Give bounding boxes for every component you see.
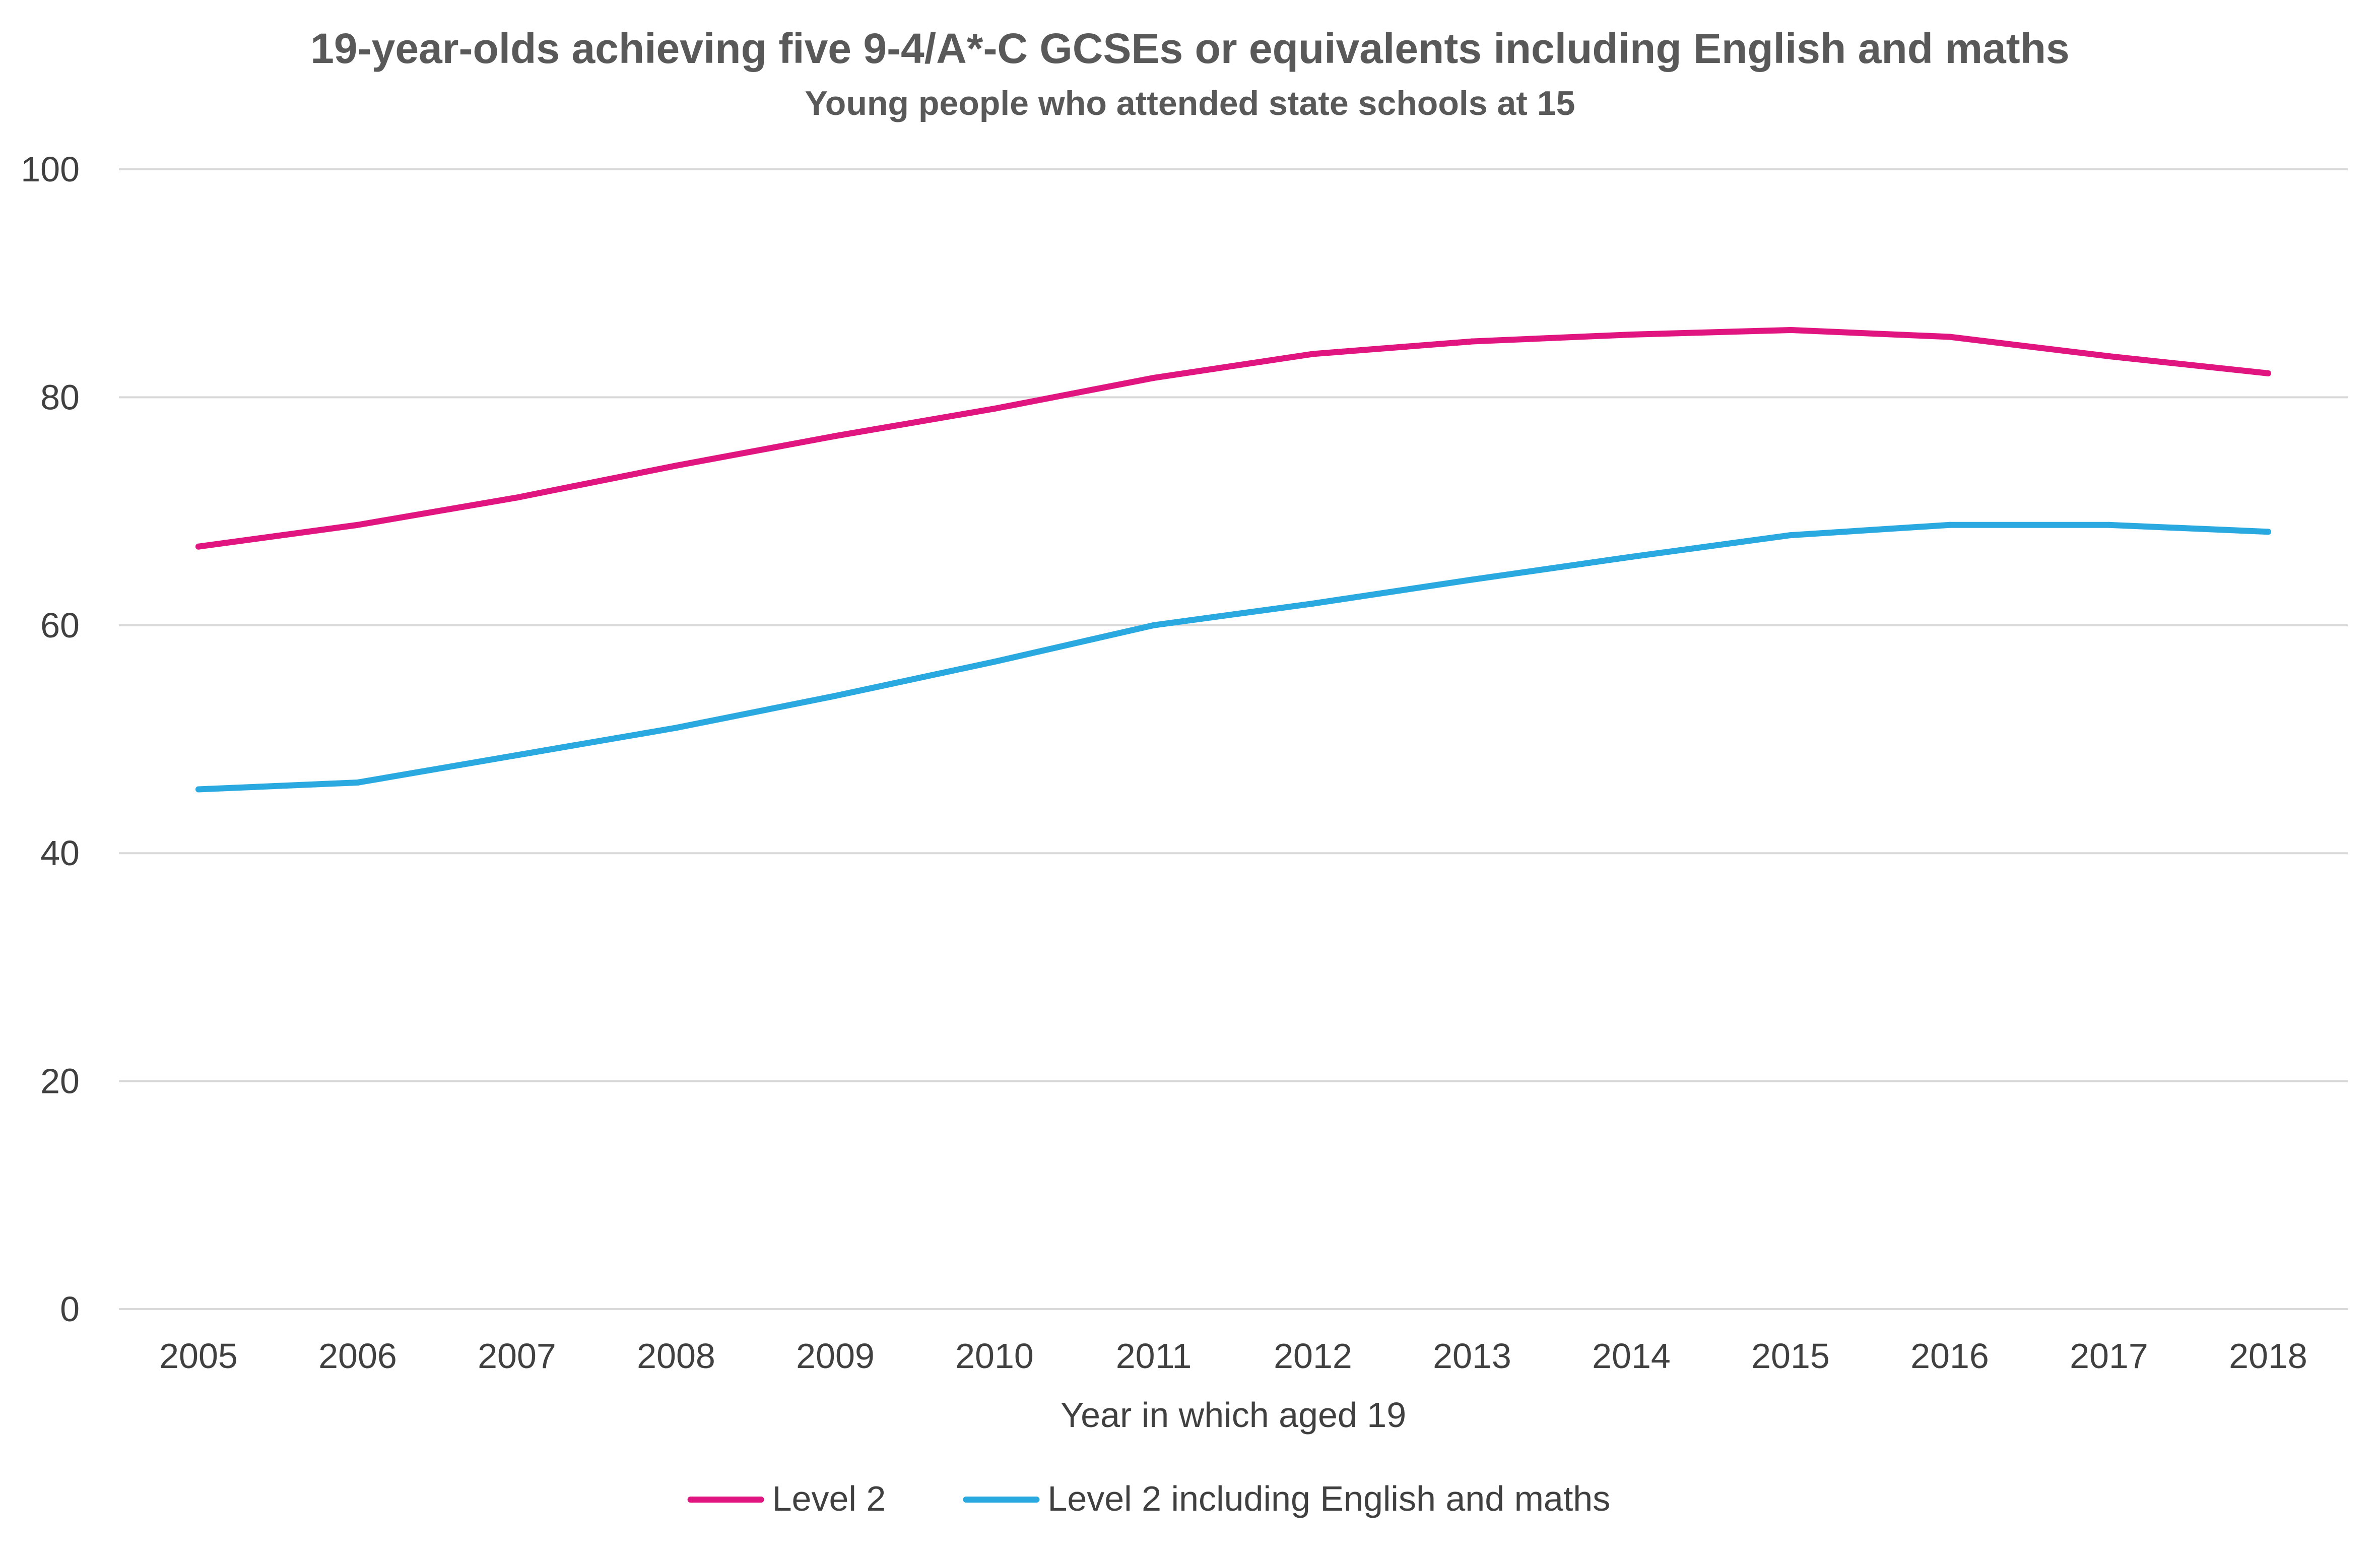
gridlines — [119, 168, 2348, 1310]
y-tick-label: 40 — [40, 833, 80, 873]
x-tick-label: 2013 — [1433, 1336, 1511, 1376]
y-axis-tick-labels: 0 20 40 60 80 100 — [21, 150, 80, 1329]
x-tick-label: 2008 — [637, 1336, 715, 1376]
x-axis-tick-labels: 2005 2006 2007 2008 2009 2010 2011 2012 2013 2014… — [159, 1336, 2307, 1376]
x-tick-label: 2018 — [2229, 1336, 2307, 1376]
data-point — [832, 433, 838, 439]
data-point — [355, 779, 361, 786]
data-point — [673, 725, 679, 731]
data-point — [355, 522, 361, 528]
y-tick-label: 60 — [40, 606, 80, 645]
data-point — [195, 543, 202, 550]
x-tick-label: 2006 — [318, 1336, 397, 1376]
legend-label: Level 2 — [772, 1479, 886, 1518]
data-point — [1628, 331, 1634, 338]
series-lines — [195, 327, 2271, 793]
x-tick-label: 2009 — [796, 1336, 875, 1376]
data-point — [195, 786, 202, 793]
series-line-level-2 — [195, 327, 2271, 550]
data-point — [832, 693, 838, 699]
data-point — [1788, 532, 1794, 539]
data-point — [991, 406, 998, 412]
x-tick-label: 2016 — [1910, 1336, 1989, 1376]
chart-subtitle: Young people who attended state schools … — [805, 84, 1575, 122]
x-tick-label: 2017 — [2070, 1336, 2148, 1376]
x-tick-label: 2012 — [1274, 1336, 1352, 1376]
data-point — [1469, 576, 1475, 583]
data-point — [991, 659, 998, 665]
data-point — [2106, 353, 2112, 359]
legend-item: Level 2 including English and maths — [963, 1479, 1610, 1518]
data-point — [2265, 529, 2271, 535]
x-tick-label: 2014 — [1592, 1336, 1671, 1376]
legend: Level 2 Level 2 including English and mat… — [687, 1479, 1610, 1518]
data-point — [1947, 334, 1953, 340]
data-point — [2265, 370, 2271, 376]
data-point — [1628, 554, 1634, 560]
data-point — [1469, 338, 1475, 345]
legend-item: Level 2 — [687, 1479, 886, 1518]
y-tick-label: 80 — [40, 377, 80, 417]
y-tick-label: 0 — [60, 1289, 80, 1329]
x-tick-label: 2005 — [159, 1336, 238, 1376]
x-axis-label: Year in which aged 19 — [1061, 1395, 1406, 1435]
data-point — [1310, 351, 1316, 357]
data-point — [1947, 522, 1953, 528]
x-tick-label: 2010 — [955, 1336, 1034, 1376]
data-point — [673, 463, 679, 469]
chart-title: 19-year-olds achieving five 9-4/A*-C GCS… — [310, 25, 2070, 72]
data-point — [1151, 622, 1157, 628]
legend-label: Level 2 including English and maths — [1047, 1479, 1610, 1518]
series-line-level-2-english-maths — [195, 522, 2271, 793]
data-point — [2106, 522, 2112, 528]
data-point — [1310, 600, 1316, 607]
y-tick-label: 20 — [40, 1062, 80, 1101]
x-tick-label: 2011 — [1116, 1336, 1192, 1376]
x-tick-label: 2007 — [478, 1336, 556, 1376]
data-point — [1151, 374, 1157, 381]
y-tick-label: 100 — [21, 150, 80, 189]
x-tick-label: 2015 — [1751, 1336, 1830, 1376]
data-point — [514, 752, 520, 758]
data-point — [514, 494, 520, 501]
data-point — [1788, 327, 1794, 333]
